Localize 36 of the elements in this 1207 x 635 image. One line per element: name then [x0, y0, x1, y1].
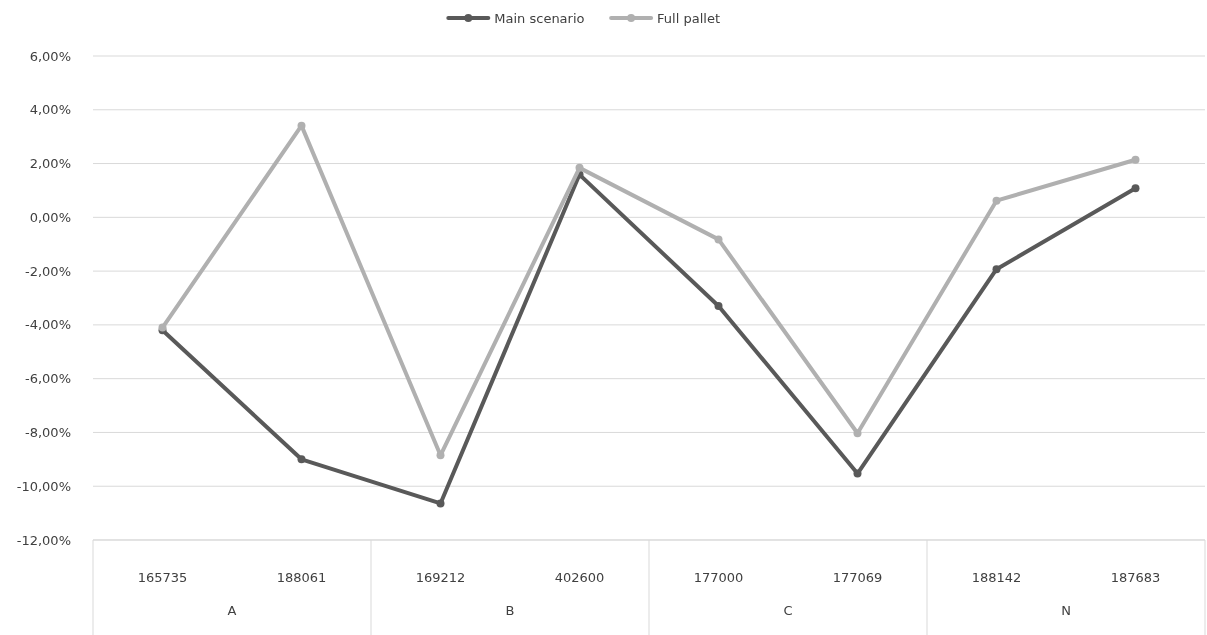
y-tick-label: -8,00% [25, 424, 71, 440]
point [853, 469, 862, 478]
text: B [505, 602, 515, 618]
x-tick-label: 402600 [554, 570, 605, 585]
text: C [783, 602, 793, 618]
y-tick-label: 0,00% [29, 209, 71, 225]
point [714, 235, 723, 244]
y-tick-label: -10,00% [16, 478, 71, 494]
x-tick-label: 177069 [832, 570, 883, 585]
point [297, 455, 306, 464]
y-tick-label: 6,00% [29, 48, 71, 64]
y-tick-label: -6,00% [25, 371, 71, 387]
point [575, 163, 584, 172]
x-tick-label: 169212 [415, 570, 466, 585]
point [436, 499, 445, 508]
point [1131, 155, 1140, 164]
point [853, 429, 862, 438]
x-tick-label: 165735 [137, 570, 188, 585]
x-tick-label: 188061 [276, 570, 327, 585]
text: N [1061, 602, 1071, 618]
legend-label: Full pallet [657, 10, 721, 26]
y-tick-label: -4,00% [25, 317, 71, 333]
x-tick-label: 177000 [693, 570, 744, 585]
y-tick-label: -12,00% [16, 532, 71, 548]
point [714, 302, 723, 311]
point [436, 451, 445, 460]
text: A [227, 602, 237, 618]
point [1131, 184, 1140, 193]
point [992, 265, 1001, 274]
legend-label: Main scenario [494, 10, 585, 26]
x-tick-label: 187683 [1110, 570, 1161, 585]
y-tick-label: -2,00% [25, 263, 71, 279]
point [992, 196, 1001, 205]
x-tick-label: 188142 [971, 570, 1022, 585]
y-tick-label: 2,00% [29, 156, 71, 172]
y-tick-label: 4,00% [29, 102, 71, 118]
